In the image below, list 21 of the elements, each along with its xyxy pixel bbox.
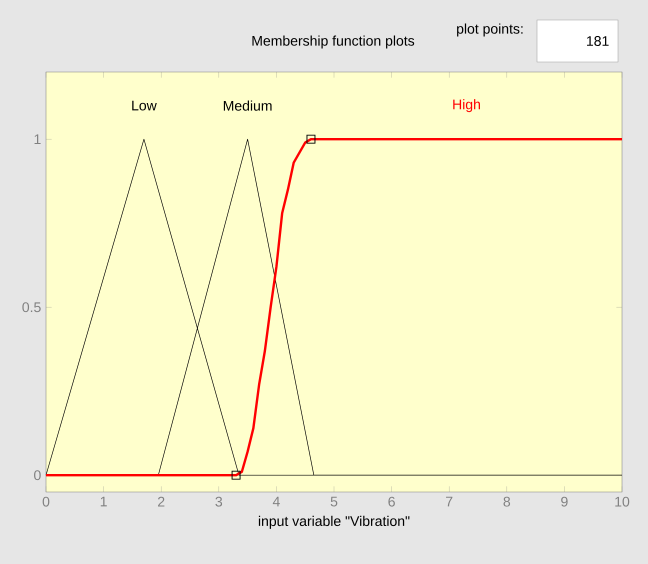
text: 181: [587, 36, 609, 46]
text: Low: [132, 100, 157, 110]
x-tick-label: 1: [100, 496, 107, 506]
text: Medium: [224, 100, 272, 111]
y-tick-label: 0: [34, 470, 41, 480]
series-label: High: [453, 99, 480, 112]
x-tick-label: 8: [504, 496, 510, 507]
y-tick-label: 1: [34, 134, 41, 144]
x-axis-title: input variable "Vibration": [258, 516, 410, 529]
x-tick-label: 9: [561, 496, 568, 507]
chart-title: Membership function plots: [252, 35, 414, 49]
x-tick-label: 0: [42, 496, 50, 507]
x-tick-label: 3: [215, 496, 222, 507]
x-tick-label: 7: [446, 496, 452, 506]
x-tick-label: 10: [615, 496, 630, 507]
text: plot points:: [457, 23, 523, 37]
y-tick-label: 0.5: [22, 302, 41, 312]
x-tick-label: 6: [388, 496, 395, 507]
x-tick-label: 4: [272, 496, 280, 506]
x-tick-label: 2: [158, 496, 164, 506]
x-tick-label: 5: [330, 496, 338, 506]
